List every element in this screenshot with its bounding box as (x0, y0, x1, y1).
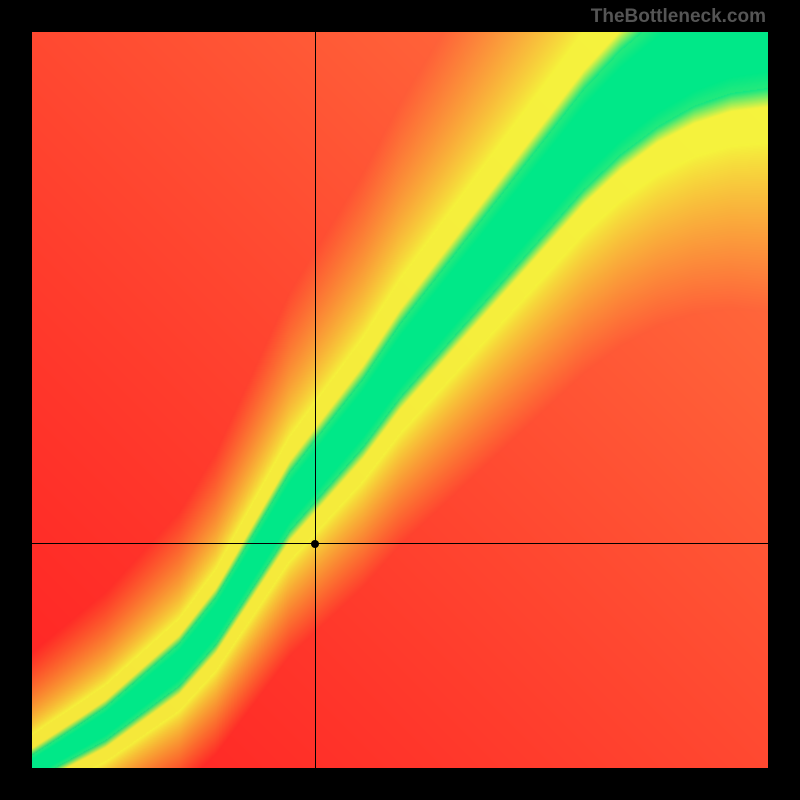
crosshair-marker (311, 540, 319, 548)
crosshair-horizontal (32, 543, 768, 544)
heatmap-plot (32, 32, 768, 768)
crosshair-vertical (315, 32, 316, 768)
watermark-text: TheBottleneck.com (591, 6, 766, 28)
heatmap-canvas (32, 32, 768, 768)
